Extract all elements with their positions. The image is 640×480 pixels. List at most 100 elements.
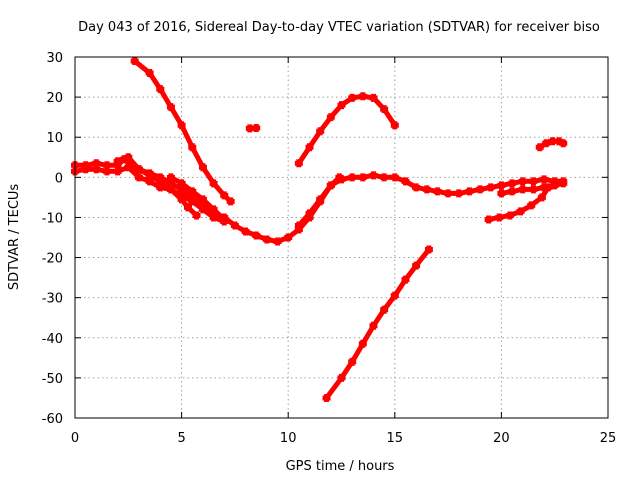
data-point bbox=[81, 165, 90, 174]
y-tick-label: 10 bbox=[46, 131, 63, 146]
data-point bbox=[380, 105, 389, 114]
y-tick-label: 20 bbox=[46, 91, 63, 106]
data-point bbox=[326, 181, 335, 190]
x-axis-label: GPS time / hours bbox=[286, 459, 395, 474]
data-point bbox=[529, 185, 538, 194]
data-point bbox=[316, 195, 325, 204]
data-point bbox=[358, 173, 367, 182]
data-point bbox=[516, 207, 525, 216]
data-point bbox=[241, 227, 250, 236]
data-point bbox=[527, 201, 536, 210]
data-point bbox=[369, 321, 378, 330]
x-tick-label: 10 bbox=[280, 431, 297, 446]
data-point bbox=[92, 165, 101, 174]
data-point bbox=[529, 177, 538, 186]
data-point bbox=[113, 157, 122, 166]
data-point bbox=[209, 205, 218, 214]
data-point bbox=[380, 305, 389, 314]
data-point bbox=[326, 113, 335, 122]
data-point bbox=[209, 213, 218, 222]
data-point bbox=[508, 187, 517, 196]
data-point bbox=[540, 175, 549, 184]
data-point bbox=[369, 93, 378, 102]
data-point bbox=[177, 121, 186, 130]
data-point bbox=[226, 197, 235, 206]
data-point bbox=[220, 191, 229, 200]
data-point bbox=[188, 187, 197, 196]
x-tick-label: 5 bbox=[177, 431, 185, 446]
data-point bbox=[401, 177, 410, 186]
data-point bbox=[559, 139, 568, 148]
data-point bbox=[518, 185, 527, 194]
data-point bbox=[294, 221, 303, 230]
data-point bbox=[145, 69, 154, 78]
data-point bbox=[540, 183, 549, 192]
data-point bbox=[183, 203, 192, 212]
data-point bbox=[294, 159, 303, 168]
series-trace-e bbox=[133, 59, 233, 204]
data-point bbox=[177, 195, 186, 204]
data-point bbox=[218, 213, 227, 222]
data-point bbox=[424, 245, 433, 254]
data-point bbox=[166, 185, 175, 194]
data-point bbox=[508, 179, 517, 188]
data-point bbox=[559, 179, 568, 188]
y-tick-label: -10 bbox=[42, 211, 63, 226]
data-point bbox=[130, 57, 139, 66]
data-point bbox=[134, 173, 143, 182]
y-tick-label: 0 bbox=[55, 171, 63, 186]
data-point bbox=[252, 123, 261, 132]
data-point bbox=[444, 189, 453, 198]
data-point bbox=[230, 221, 239, 230]
data-point bbox=[348, 93, 357, 102]
data-point bbox=[486, 183, 495, 192]
data-point bbox=[412, 183, 421, 192]
y-axis-label: SDTVAR / TECUs bbox=[7, 184, 22, 291]
data-point bbox=[166, 173, 175, 182]
y-tick-label: -20 bbox=[42, 252, 63, 267]
data-point bbox=[495, 213, 504, 222]
data-point bbox=[124, 153, 133, 162]
series-trace-f bbox=[296, 93, 397, 165]
data-point bbox=[484, 215, 493, 224]
data-point bbox=[348, 357, 357, 366]
data-point bbox=[358, 339, 367, 348]
data-point bbox=[537, 193, 546, 202]
data-point bbox=[497, 189, 506, 198]
data-point bbox=[188, 197, 197, 206]
data-point bbox=[262, 235, 271, 244]
x-tick-label: 0 bbox=[71, 431, 79, 446]
x-tick-label: 20 bbox=[493, 431, 510, 446]
y-tick-label: -50 bbox=[42, 372, 63, 387]
x-tick-label: 25 bbox=[600, 431, 617, 446]
ticks bbox=[74, 56, 609, 419]
data-point bbox=[454, 189, 463, 198]
data-point bbox=[113, 167, 122, 176]
data-point bbox=[380, 173, 389, 182]
data-point bbox=[252, 231, 261, 240]
data-point bbox=[535, 143, 544, 152]
data-point bbox=[192, 211, 201, 220]
data-point bbox=[518, 177, 527, 186]
data-point bbox=[390, 121, 399, 130]
data-point bbox=[156, 85, 165, 94]
data-point bbox=[316, 127, 325, 136]
data-point bbox=[305, 209, 314, 218]
data-point bbox=[198, 195, 207, 204]
data-point bbox=[177, 179, 186, 188]
data-point bbox=[550, 181, 559, 190]
data-point bbox=[465, 187, 474, 196]
data-point bbox=[284, 233, 293, 242]
data-point bbox=[433, 187, 442, 196]
data-point bbox=[358, 92, 367, 101]
data-point bbox=[322, 393, 331, 402]
data-point bbox=[188, 143, 197, 152]
data-point bbox=[401, 275, 410, 284]
data-point bbox=[145, 171, 154, 180]
data-point bbox=[273, 237, 282, 246]
data-point bbox=[335, 173, 344, 182]
y-tick-label: -40 bbox=[42, 332, 63, 347]
data-point bbox=[390, 291, 399, 300]
